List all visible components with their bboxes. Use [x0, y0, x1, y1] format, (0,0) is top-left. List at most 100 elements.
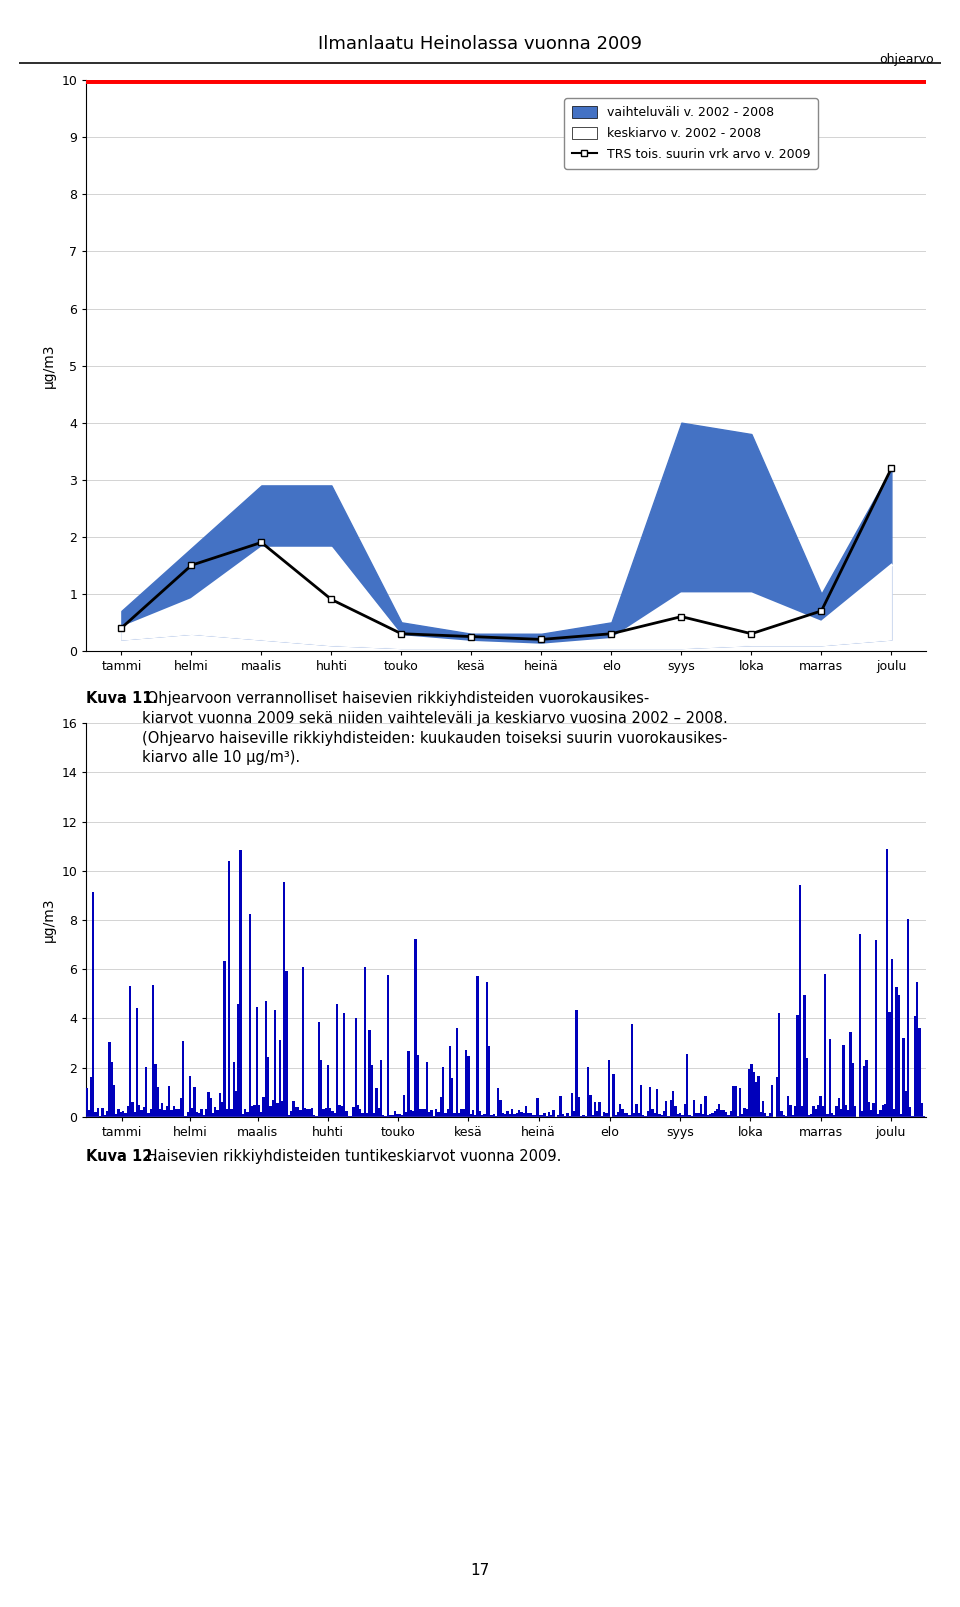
Bar [902, 1038, 904, 1117]
Bar [260, 1112, 262, 1117]
Bar [596, 1112, 598, 1117]
Bar [461, 1109, 463, 1117]
Bar [288, 1115, 290, 1117]
Bar [642, 1115, 644, 1117]
Bar [497, 1088, 499, 1117]
Bar [336, 1004, 338, 1117]
Bar [879, 1110, 881, 1117]
Bar [552, 1110, 555, 1117]
Legend: vaihteluväli v. 2002 - 2008, keskiarvo v. 2002 - 2008, TRS tois. suurin vrk arvo: vaihteluväli v. 2002 - 2008, keskiarvo v… [564, 98, 818, 169]
Bar [297, 1107, 300, 1117]
Bar [794, 1106, 797, 1117]
Bar [235, 1091, 237, 1117]
Bar [799, 884, 801, 1117]
Bar [253, 1104, 255, 1117]
Bar [647, 1112, 649, 1117]
Bar [458, 1114, 461, 1117]
Bar [896, 987, 898, 1117]
Bar [707, 1115, 708, 1117]
Bar [242, 1114, 244, 1117]
Bar [92, 892, 94, 1117]
Bar [435, 1109, 438, 1117]
Bar [90, 1077, 92, 1117]
Bar [423, 1109, 426, 1117]
Bar [285, 971, 288, 1117]
Bar [359, 1109, 361, 1117]
Bar [828, 1040, 831, 1117]
Bar [226, 1109, 228, 1117]
Bar [612, 1075, 614, 1117]
Bar [660, 1115, 663, 1117]
Bar [499, 1099, 502, 1117]
Bar [237, 1004, 239, 1117]
Bar [481, 1115, 484, 1117]
Bar [672, 1091, 674, 1117]
Bar [598, 1102, 601, 1117]
Bar [382, 1115, 384, 1117]
Bar [219, 1093, 221, 1117]
Bar [428, 1112, 430, 1117]
Bar [708, 1114, 711, 1117]
Bar [516, 1112, 517, 1117]
Bar [108, 1043, 110, 1117]
Bar [525, 1107, 527, 1117]
Bar [196, 1112, 198, 1117]
Bar [97, 1109, 99, 1117]
Bar [853, 1106, 856, 1117]
Bar [863, 1067, 865, 1117]
Bar [132, 1102, 133, 1117]
Bar [323, 1109, 324, 1117]
Bar [711, 1114, 713, 1117]
Bar [529, 1114, 532, 1117]
Bar [914, 1016, 916, 1117]
Bar [138, 1106, 140, 1117]
Bar [221, 1102, 224, 1117]
Bar [318, 1022, 320, 1117]
Bar [189, 1075, 191, 1117]
Bar [276, 1102, 278, 1117]
Bar [621, 1109, 624, 1117]
Bar [776, 1077, 778, 1117]
Bar [654, 1112, 656, 1117]
Bar [909, 1107, 911, 1117]
Bar [560, 1096, 562, 1117]
Bar [329, 1107, 331, 1117]
Bar [173, 1106, 175, 1117]
Bar [281, 1101, 283, 1117]
Bar [442, 1067, 444, 1117]
Bar [873, 1102, 875, 1117]
Bar [168, 1086, 170, 1117]
Bar [831, 1112, 833, 1117]
Bar [129, 987, 132, 1117]
Bar [262, 1098, 265, 1117]
Bar [293, 1101, 295, 1117]
Bar [868, 1102, 870, 1117]
Bar [881, 1106, 884, 1117]
Bar [566, 1114, 568, 1117]
Bar [514, 1114, 516, 1117]
Bar [125, 1114, 127, 1117]
Bar [186, 1112, 189, 1117]
Bar [85, 1088, 87, 1117]
Bar [306, 1109, 308, 1117]
Bar [778, 1014, 780, 1117]
Bar [511, 1109, 514, 1117]
Bar [426, 1062, 428, 1117]
Bar [87, 1110, 90, 1117]
Bar [753, 1072, 755, 1117]
Bar [852, 1064, 853, 1117]
Bar [377, 1109, 380, 1117]
Bar [633, 1112, 636, 1117]
Bar [626, 1112, 629, 1117]
Bar [267, 1056, 270, 1117]
Bar [412, 1110, 415, 1117]
Bar [209, 1098, 212, 1117]
Bar [695, 1112, 697, 1117]
Bar [265, 1001, 267, 1117]
Bar [723, 1109, 725, 1117]
Bar [343, 1014, 346, 1117]
Bar [507, 1112, 509, 1117]
Bar [782, 1115, 785, 1117]
Bar [893, 1109, 896, 1117]
Bar [372, 1114, 375, 1117]
